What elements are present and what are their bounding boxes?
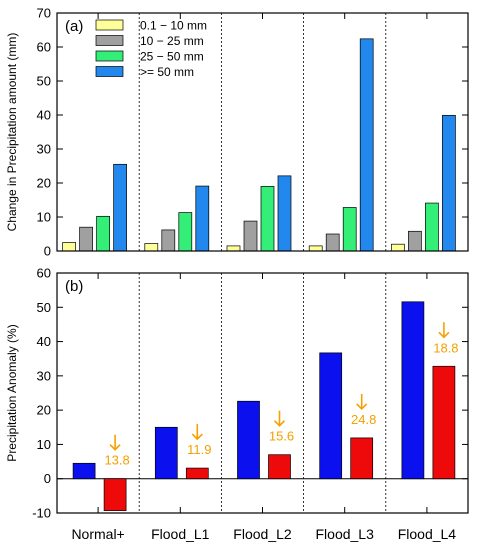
bar-b-series2 — [350, 437, 374, 480]
panel-b-y-tick-label: 30 — [37, 368, 51, 383]
legend-label: 0.1 − 10 mm — [140, 19, 207, 33]
bar-a-series2 — [408, 230, 422, 252]
bar-a-series2 — [325, 233, 340, 252]
annotation-arrow-head — [273, 420, 286, 427]
panel-a-y-tick-label: 60 — [37, 40, 51, 55]
panel-b-y-tick-label: 0 — [44, 471, 51, 486]
panel-b-y-tick-label: 60 — [37, 266, 51, 281]
x-tick-label: Flood_L4 — [398, 526, 457, 542]
panel-a-y-tick-label: 40 — [37, 108, 51, 123]
bar-a-series3 — [260, 186, 275, 252]
bar-a-series2 — [161, 229, 176, 252]
panel-a-y-tick-label: 50 — [37, 74, 51, 89]
bar-a-series2 — [79, 226, 93, 252]
x-tick-label: Flood_L3 — [316, 526, 375, 542]
bar-a-series4 — [113, 163, 127, 252]
x-tick-label: Normal+ — [71, 526, 124, 542]
panel-b-y-tick-label: 40 — [37, 334, 51, 349]
bar-b-series1 — [154, 426, 178, 480]
panel-a-y-tick-label: 30 — [37, 142, 51, 157]
panel-b-y-tick-label: 10 — [37, 437, 51, 452]
panel-b-frame — [56, 272, 469, 514]
panel-b-y-tick-label: -10 — [32, 506, 51, 521]
panel-b: -10 0 10 20 30 40 50 60 (b) Precipitation Anomaly… — [5, 266, 469, 521]
panel-a-y-tick-label: 70 — [37, 6, 51, 21]
bar-b-series1 — [237, 400, 260, 480]
bar-b-series1 — [401, 301, 425, 480]
annotation-label: 13.8 — [104, 453, 129, 468]
legend-swatch — [95, 19, 124, 31]
bar-a-series1 — [391, 243, 405, 252]
bar-a-series3 — [342, 207, 357, 252]
legend-swatch — [95, 50, 124, 62]
panel-a-y-tick-label: 10 — [37, 210, 51, 225]
bar-b-series1 — [72, 462, 96, 480]
panel-a: 0 10 20 30 40 50 60 70 (a) Change in Precipitatio… — [5, 6, 469, 259]
legend-swatch — [95, 35, 124, 46]
bar-b-series2 — [268, 454, 291, 480]
annotation-label: 11.9 — [187, 442, 211, 457]
annotation-arrow-head — [109, 444, 121, 451]
bar-a-series1 — [62, 242, 76, 252]
annotation-arrow-head — [356, 403, 368, 411]
legend-label: 25 − 50 mm — [140, 50, 204, 64]
bar-a-series1 — [144, 243, 159, 252]
bar-a-series4 — [195, 185, 210, 252]
annotation-arrow-head — [191, 433, 203, 441]
panel-b-panel-label: (b) — [65, 278, 83, 295]
panel-a-panel-label: (a) — [65, 18, 83, 35]
bar-b-series2 — [185, 467, 209, 480]
bar-b-series2 — [432, 365, 456, 480]
panel-a-y-axis-title: Change in Precipitation amount (mm) — [5, 33, 19, 232]
bar-b-series2 — [103, 478, 127, 511]
bar-a-series4 — [442, 114, 456, 252]
bar-a-series2 — [243, 220, 258, 252]
bar-a-series3 — [425, 202, 439, 252]
panel-b-y-tick-label: 20 — [37, 403, 51, 418]
bar-a-series4 — [359, 38, 374, 252]
panel-a-y-tick-label: 0 — [44, 244, 51, 259]
legend-swatch — [95, 66, 124, 77]
panel-a-y-tick-label: 20 — [37, 176, 51, 191]
panel-a-frame — [56, 12, 469, 252]
legend-label: 10 − 25 mm — [140, 34, 204, 48]
legend-label: >= 50 mm — [140, 65, 194, 79]
x-tick-label: Flood_L1 — [151, 526, 210, 542]
x-tick-label: Flood_L2 — [233, 526, 292, 542]
panel-b-y-axis-title: Precipitation Anomaly (%) — [5, 324, 19, 461]
annotation-label: 24.8 — [351, 412, 376, 427]
bar-b-series1 — [319, 352, 343, 480]
annotation-label: 15.6 — [269, 429, 294, 444]
panel-b-y-tick-label: 50 — [37, 300, 51, 315]
bar-a-series4 — [277, 175, 292, 252]
annotation-arrow-head — [438, 331, 450, 339]
bar-a-series1 — [226, 245, 241, 252]
annotation-label: 18.8 — [433, 340, 458, 355]
bar-a-series1 — [308, 245, 323, 252]
bar-a-series3 — [178, 212, 193, 252]
x-axis-tick-labels: Normal+ Flood_L1 Flood_L2 Flood_L3 Flood_L4 — [71, 526, 456, 542]
bar-a-series3 — [96, 215, 110, 252]
